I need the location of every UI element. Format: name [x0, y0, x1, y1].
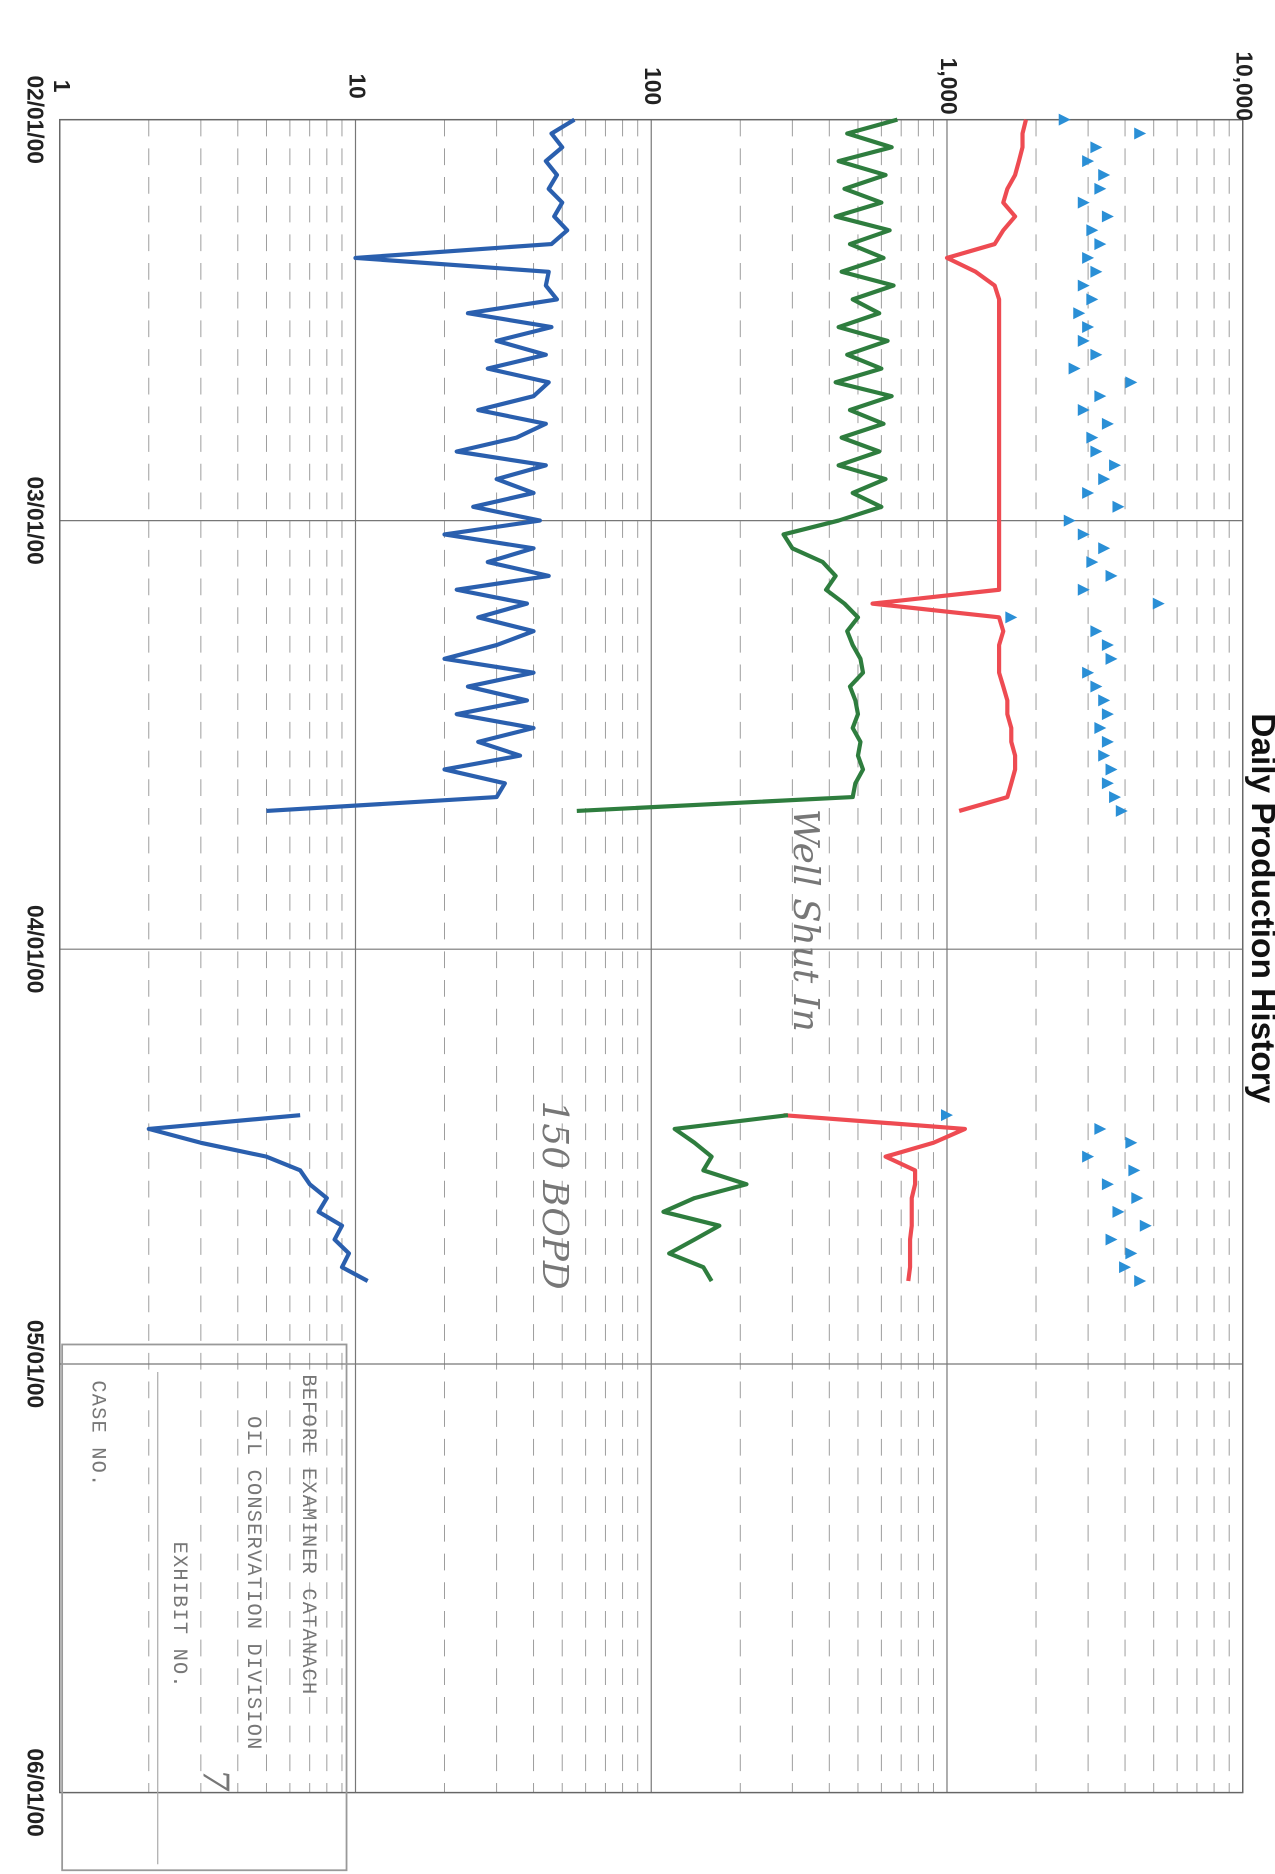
data-point: [1105, 569, 1118, 582]
y-tick-label: 10,000: [1232, 52, 1258, 121]
series-line: [783, 1113, 968, 1282]
stamp-text: BEFORE EXAMINER CATANACH: [296, 1374, 319, 1695]
data-point: [1131, 1192, 1144, 1205]
data-point: [1086, 224, 1099, 237]
data-point: [1098, 542, 1111, 555]
data-point: [1112, 500, 1125, 513]
data-point: [1101, 708, 1114, 721]
y-tick-label: 10: [344, 74, 370, 99]
data-point: [1090, 445, 1103, 458]
data-point: [1090, 348, 1103, 361]
data-point: [1101, 735, 1114, 748]
data-point: [1101, 1178, 1114, 1191]
series-line: [266, 117, 576, 814]
data-point: [1112, 1205, 1125, 1218]
data-point: [1058, 113, 1071, 126]
data-point: [1094, 390, 1107, 403]
data-point: [1152, 597, 1165, 610]
data-point: [1068, 362, 1081, 375]
data-point: [1098, 473, 1111, 486]
data-point: [1101, 777, 1114, 790]
data-point: [941, 1109, 953, 1122]
series-line: [661, 1113, 789, 1283]
data-point: [1125, 376, 1138, 389]
x-tick-label: 05/01/00: [22, 1320, 48, 1408]
grid: [59, 119, 1244, 1794]
series-line: [576, 117, 898, 814]
data-point: [1115, 804, 1128, 817]
data-point: [1098, 168, 1111, 181]
stamp-text: CASE NO.: [86, 1380, 109, 1487]
data-point: [1098, 694, 1111, 707]
data-point: [1082, 321, 1095, 334]
data-point: [1090, 680, 1103, 693]
x-tick-label: 04/01/00: [22, 905, 48, 993]
data-point: [1134, 127, 1147, 140]
stamp-text: OIL CONSERVATION DIVISION: [241, 1416, 264, 1750]
y-tick-label: 100: [640, 67, 666, 105]
data-point: [1094, 1122, 1107, 1135]
data-point: [1082, 251, 1095, 264]
data-point: [1109, 791, 1122, 804]
series-line: [870, 119, 1029, 813]
stamp-text: EXHIBIT NO.: [167, 1542, 190, 1689]
data-point: [1098, 749, 1111, 762]
data-point: [1134, 1275, 1147, 1287]
data-point: [1077, 279, 1090, 292]
data-point: [1101, 639, 1114, 652]
data-point: [1077, 528, 1090, 541]
data-point: [1125, 1136, 1138, 1149]
data-point: [1105, 1233, 1118, 1246]
plot-frame: [59, 118, 1244, 1794]
data-point: [1105, 652, 1118, 665]
data-point: [1101, 210, 1114, 223]
data-point: [1090, 141, 1103, 154]
data-point: [1094, 722, 1107, 734]
handwritten-note: Well Shut In: [785, 809, 826, 1032]
data-point: [1139, 1219, 1152, 1232]
data-point: [1119, 1261, 1132, 1274]
data-point: [1094, 182, 1107, 195]
stamp-text: 7: [195, 1769, 236, 1792]
data-point: [1063, 514, 1076, 527]
data-point: [1005, 611, 1018, 624]
data-point: [1090, 625, 1103, 638]
data-point: [1109, 459, 1122, 472]
data-point: [1090, 265, 1103, 278]
data-point: [1077, 583, 1090, 596]
exhibit-stamp: BEFORE EXAMINER CATANACH OIL CONSERVATIO…: [61, 1343, 348, 1872]
data-point: [1077, 404, 1090, 416]
chart-title: Daily Production History: [1244, 713, 1275, 1104]
data-point: [1086, 556, 1099, 569]
x-tick-label: 06/01/00: [22, 1748, 48, 1836]
data-point: [1101, 417, 1114, 430]
series-line: [146, 1113, 369, 1283]
data-point: [1082, 666, 1095, 679]
y-tick-label: 1: [49, 80, 75, 93]
data-point: [1125, 1247, 1138, 1260]
stamp-box: [61, 1343, 348, 1872]
data-point: [1128, 1164, 1141, 1177]
data-point: [1094, 238, 1107, 251]
data-point: [1082, 486, 1095, 499]
data-point: [1086, 293, 1099, 306]
data-point: [1077, 196, 1090, 209]
x-tick-label: 03/01/00: [22, 476, 48, 564]
handwritten-note: 150 BOPD: [534, 1101, 575, 1290]
data-point: [1073, 307, 1086, 320]
data-point: [1105, 763, 1118, 776]
x-tick-label: 02/01/00: [22, 75, 48, 163]
y-tick-label: 1,000: [936, 58, 962, 115]
data-point: [1082, 155, 1095, 168]
data-point: [1086, 431, 1099, 444]
data-point: [1082, 1150, 1095, 1163]
data-point: [1077, 334, 1090, 347]
